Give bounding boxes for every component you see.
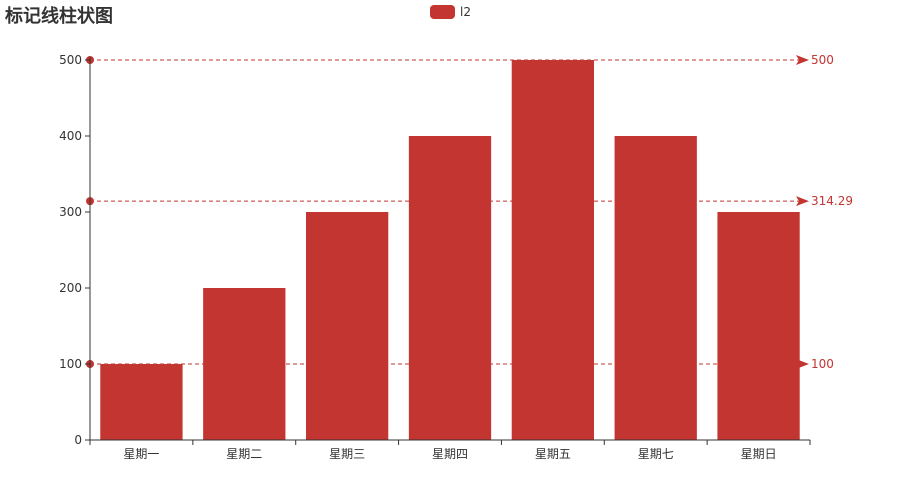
x-tick-label: 星期四 — [432, 447, 468, 461]
y-tick-label: 400 — [59, 129, 82, 143]
y-tick-label: 200 — [59, 281, 82, 295]
y-tick-label: 500 — [59, 53, 82, 67]
markline-label: 314.29 — [811, 194, 853, 208]
x-tick-label: 星期七 — [638, 447, 674, 461]
x-tick-label: 星期一 — [123, 447, 159, 461]
labels-layer: 0 100 200 300 400 500 星期一 星期二 星期三 星期四 星期五 星期七 星期日 500… — [59, 53, 853, 461]
markline-label: 500 — [811, 53, 834, 67]
x-tick-label: 星期日 — [741, 447, 777, 461]
legend-label[interactable]: l2 — [460, 5, 471, 19]
bar[interactable] — [408, 136, 492, 440]
markline-arrow — [796, 196, 809, 207]
bars-layer — [100, 60, 800, 440]
markline-arrow — [796, 55, 809, 65]
bar[interactable] — [100, 364, 183, 440]
legend-swatch[interactable] — [430, 5, 455, 19]
x-tick-label: 星期二 — [226, 447, 262, 461]
bar[interactable] — [614, 136, 697, 440]
bar[interactable] — [203, 288, 286, 440]
markline-label: 100 — [811, 357, 834, 371]
x-tick-label: 星期五 — [535, 447, 571, 461]
chart-title: 标记线柱状图 — [5, 6, 113, 27]
bar[interactable] — [306, 212, 389, 440]
bar[interactable] — [717, 212, 800, 440]
x-tick-label: 星期三 — [329, 447, 365, 461]
axes-layer — [85, 57, 811, 445]
y-tick-label: 0 — [74, 433, 82, 447]
y-tick-label: 100 — [59, 357, 82, 371]
y-tick-label: 300 — [59, 205, 82, 219]
legend[interactable]: l2 — [430, 4, 471, 20]
bar[interactable] — [511, 60, 594, 440]
